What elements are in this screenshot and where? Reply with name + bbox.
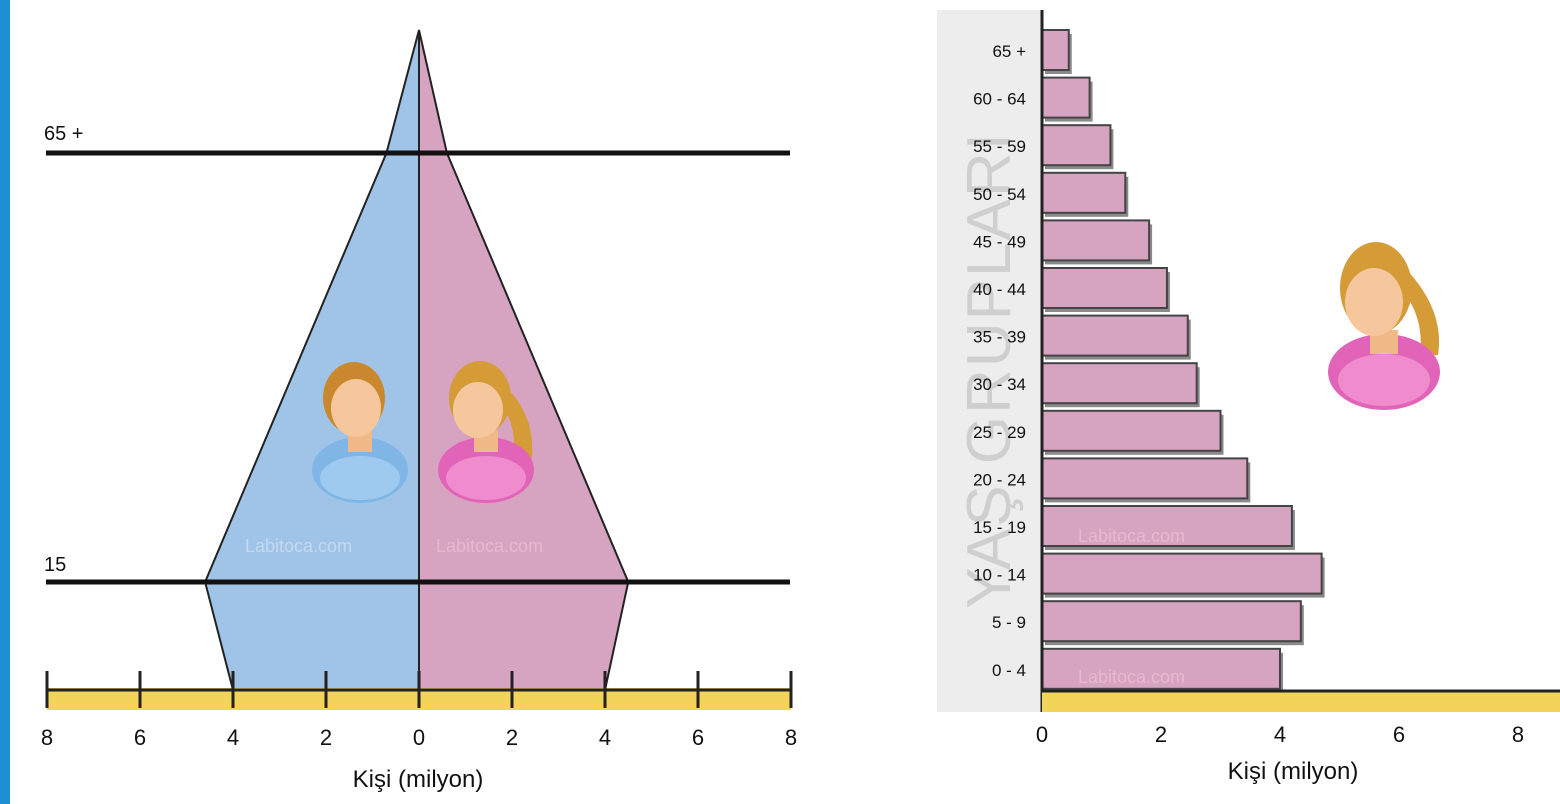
bar [1041,409,1222,452]
y-category-label: 55 - 59 [973,137,1026,156]
bar [1041,29,1070,71]
x-axis-label-left: Kişi (milyon) [353,766,484,793]
y-category-label: 60 - 64 [973,90,1026,109]
bar [1041,362,1198,405]
bar [1041,457,1249,500]
x-axis-label-right: Kişi (milyon) [1228,758,1359,785]
watermark-bar-mid: Labitoca.com [1078,526,1185,546]
watermark-left: Labitoca.com [245,536,352,556]
pyramid-chart: Labitoca.com Labitoca.com 65 + 15 8 6 4 2 0 2… [41,29,797,793]
y-category-label: 25 - 29 [973,423,1026,442]
watermark-bar-low: Labitoca.com [1078,667,1185,687]
female-area [418,29,630,691]
female-avatar-icon [438,361,534,503]
x-tick-label: 2 [506,725,518,750]
level-label-15: 15 [44,554,66,576]
x-tick-label: 6 [134,725,146,750]
x-tick-label: 8 [41,725,53,750]
y-category-label: 20 - 24 [973,470,1026,489]
y-category-label: 5 - 9 [992,613,1026,632]
x-tick-label: 4 [599,725,611,750]
bar [1041,76,1091,119]
x-tick-label: 2 [320,725,332,750]
y-category-label: 45 - 49 [973,232,1026,251]
x-tick-label: 6 [692,725,704,750]
y-category-label: 35 - 39 [973,328,1026,347]
level-label-65: 65 + [44,123,83,145]
x-tick-label: 0 [1036,722,1048,747]
male-avatar-icon [312,362,408,503]
left-edge-strip [0,0,10,804]
bar [1041,171,1127,214]
y-category-label: 15 - 19 [973,518,1026,537]
x-tick-label: 0 [413,725,425,750]
y-axis-label-panel [937,10,1042,712]
y-category-label: 10 - 14 [973,566,1026,585]
bar [1041,552,1323,595]
x-tick-label: 6 [1393,722,1405,747]
bar [1041,219,1151,262]
y-category-label: 0 - 4 [992,661,1026,680]
y-category-label: 30 - 34 [973,375,1026,394]
x-tick-label: 2 [1155,722,1167,747]
x-tick-label: 4 [1274,722,1286,747]
bar [1041,267,1168,309]
bar [1041,647,1281,690]
y-category-label: 50 - 54 [973,185,1026,204]
bar [1041,600,1302,643]
x-axis-band-right [1042,690,1560,712]
watermark-right: Labitoca.com [436,536,543,556]
x-tick-label: 4 [227,725,239,750]
y-category-label: 40 - 44 [973,280,1026,299]
bar [1041,314,1189,357]
x-tick-label: 8 [1512,722,1524,747]
x-tick-label: 8 [785,725,797,750]
y-category-label: 65 + [992,42,1026,61]
bar [1041,124,1112,167]
y-axis-title: YAŞ GRUPLARI [955,131,1024,609]
male-area [204,29,420,691]
female-avatar-icon [1328,242,1440,410]
bar [1041,505,1293,547]
